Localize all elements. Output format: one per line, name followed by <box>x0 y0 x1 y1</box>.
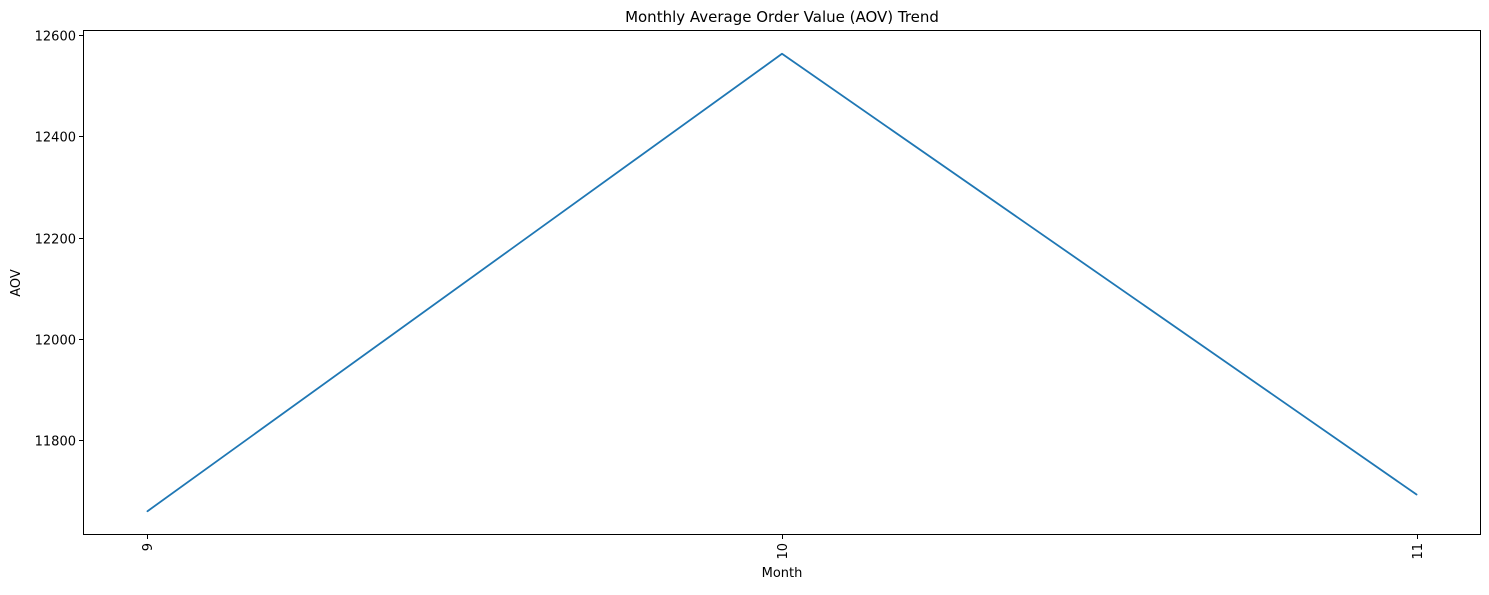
x-tick-label: 10 <box>776 543 791 560</box>
series-line <box>146 52 1418 513</box>
series-layer <box>146 52 1418 513</box>
y-tick-label: 12200 <box>35 233 76 248</box>
y-axis-label: AOV <box>9 269 24 297</box>
y-tick-label: 12600 <box>35 30 76 45</box>
x-tick-label: 9 <box>141 543 156 551</box>
x-axis-label: Month <box>762 566 803 581</box>
y-tick-label: 12000 <box>35 334 76 349</box>
chart-title: Monthly Average Order Value (AOV) Trend <box>625 8 939 26</box>
x-axis-ticks: 9 10 11 <box>141 534 1426 560</box>
plot-frame <box>83 30 1481 535</box>
y-axis-ticks: 11800 12000 12200 12400 12600 <box>35 30 84 450</box>
y-tick-label: 11800 <box>35 435 76 450</box>
x-tick-label: 11 <box>1411 543 1426 560</box>
y-tick-label: 12400 <box>35 131 76 146</box>
